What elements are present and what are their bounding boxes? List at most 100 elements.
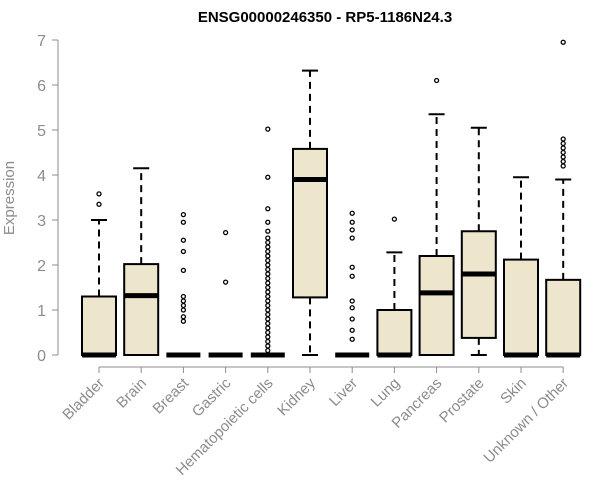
x-tick-label: Skin [497,375,530,408]
outlier-point [265,325,271,331]
outlier-point [433,77,440,84]
x-tick-label: Liver [326,375,361,410]
outlier-point [265,206,271,212]
box-brain [123,167,160,357]
y-tick-label: 6 [37,78,46,95]
outlier-point [180,248,187,255]
outlier-point [180,237,187,243]
outlier-point [180,219,187,225]
outlier-point [560,158,566,165]
outlier-point [265,239,271,246]
outlier-point [349,336,355,342]
y-tick-label: 1 [37,303,46,320]
outlier-point [96,191,102,197]
box-breast [166,211,201,358]
outlier-point [560,163,566,169]
outlier-point [222,229,229,236]
outlier-point [349,219,355,225]
box-liver [335,210,370,358]
outlier-point [180,318,187,324]
outlier-point [265,266,271,273]
box-series [81,39,582,358]
outlier-point [180,267,187,274]
x-tick-label: Lung [368,375,404,411]
outlier-point [265,271,271,277]
outlier-point [265,280,271,286]
y-tick-label: 5 [37,123,46,140]
outlier-point [180,302,187,309]
iqr-box [81,295,117,356]
outlier-point [265,284,271,291]
outlier-point [265,235,271,241]
outlier-point [265,316,271,322]
outlier-point [265,244,271,250]
outlier-point [180,307,187,313]
x-tick-label: Bladder [59,375,108,424]
y-tick-label: 3 [37,213,46,230]
outlier-point [349,227,355,233]
outlier-point [560,136,566,142]
box-gastric [208,229,243,358]
outlier-point [265,347,271,354]
iqr-box [292,147,328,299]
y-tick-label: 0 [37,348,46,365]
y-axis: 0 1 2 3 4 5 6 7 [37,33,59,365]
y-axis-label: Expression [1,161,18,235]
x-tick-label: Brain [113,375,150,412]
outlier-point [265,338,271,345]
outlier-point [265,293,271,300]
outlier-point [265,248,271,255]
outlier-point [265,307,271,313]
outlier-point [265,298,271,304]
iqr-box [503,258,539,357]
outlier-point [349,235,355,241]
outlier-point [560,149,566,156]
iqr-box [123,263,160,357]
outlier-point [349,327,355,333]
y-tick-label: 2 [37,258,46,275]
box-prostate [460,126,497,356]
outlier-point [560,39,566,45]
iqr-box [418,255,455,356]
iqr-box [376,309,413,356]
outlier-point [265,329,271,336]
y-tick-label: 7 [37,33,46,50]
outlier-point [349,298,355,304]
outlier-point [265,275,271,282]
outlier-point [265,320,271,327]
outlier-point [265,126,271,132]
box-kidney [292,69,328,356]
outlier-point [222,279,229,285]
outlier-point [349,316,355,322]
outlier-point [560,145,566,151]
iqr-box [460,230,497,339]
outlier-point [560,140,566,147]
box-skin [503,176,539,358]
outlier-point [349,210,355,216]
outlier-point [180,211,187,218]
outlier-point [349,264,355,270]
box-bladder [81,191,117,358]
outlier-point [180,293,187,300]
outlier-point [265,228,271,234]
box-pancreas [418,77,455,356]
outlier-point [180,298,187,304]
outlier-point [265,302,271,309]
outlier-point [265,257,271,264]
outlier-point [265,262,271,268]
box-hematopoietic-cells [250,126,285,358]
outlier-point [265,174,271,180]
outlier-point [560,154,566,160]
outlier-point [349,305,355,311]
x-tick-label: Breast [150,374,193,417]
outlier-point [96,201,102,207]
outlier-point [265,253,271,259]
outlier-point [265,219,271,225]
chart-title: ENSG00000246350 - RP5-1186N24.3 [198,9,452,26]
outlier-point [265,343,271,349]
box-lung [376,216,413,358]
outlier-point [180,314,187,320]
iqr-box [545,278,582,357]
